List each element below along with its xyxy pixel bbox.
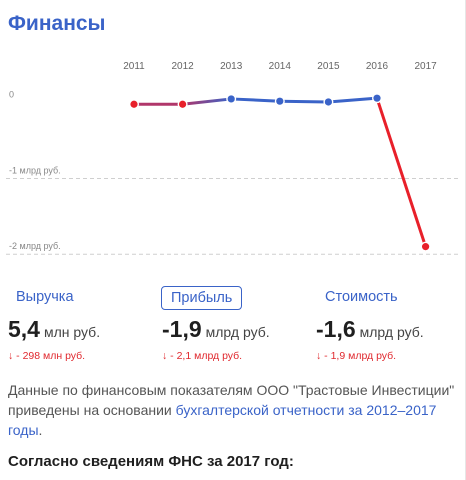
section-title: Финансы [8,12,106,35]
data-point [373,94,381,102]
value-delta: ↓ - 1,9 млрд руб. [316,350,397,362]
data-point [130,100,138,108]
note-end: . [38,422,43,438]
profit-unit: млрд руб. [205,324,270,340]
x-tick-label: 2013 [220,61,243,72]
y-tick-label: 0 [9,90,14,100]
x-tick-label: 2017 [414,61,437,72]
value-value: -1,6 млрд руб. [316,316,424,343]
revenue-delta: ↓ - 298 млн руб. [8,350,86,362]
profit-delta: ↓ - 2,1 млрд руб. [162,350,243,362]
revenue-number: 5,4 [8,316,40,342]
data-point [422,243,430,251]
tab-profit[interactable]: Прибыль [161,286,243,310]
series-line [326,96,379,104]
tab-revenue[interactable]: Выручка [16,289,74,305]
y-tick-label: -1 млрд руб. [9,165,61,175]
x-tick-label: 2014 [269,61,292,72]
data-point [276,97,284,105]
data-point [324,98,332,106]
fns-heading: Согласно сведениям ФНС за 2017 год: [8,453,294,470]
x-tick-label: 2011 [123,61,145,72]
accounting-link[interactable]: бухгалтерской отчетности за 2012–2017 го… [8,402,437,438]
x-tick-label: 2015 [317,61,340,72]
finance-chart: 0 -1 млрд руб. -2 млрд руб. 2011 2012 2013 201… [6,61,460,255]
series-line [375,96,428,249]
note-text: Данные по финансовым показателям ООО "Тр… [8,382,455,418]
series-line [278,99,330,104]
value-unit: млрд руб. [359,324,424,340]
series-line [229,97,282,103]
value-number: -1,6 [316,316,356,342]
data-point [227,95,235,103]
source-note: Данные по финансовым показателям ООО "Тр… [8,380,458,440]
profit-value: -1,9 млрд руб. [162,316,270,343]
x-tick-label: 2016 [366,61,389,72]
y-tick-label: -2 млрд руб. [9,241,61,251]
profit-number: -1,9 [162,316,202,342]
x-tick-label: 2012 [171,61,194,72]
revenue-value: 5,4 млн руб. [8,316,100,343]
data-point [179,100,187,108]
tab-value[interactable]: Стоимость [325,289,398,305]
series-line [181,97,233,106]
revenue-unit: млн руб. [43,324,101,340]
